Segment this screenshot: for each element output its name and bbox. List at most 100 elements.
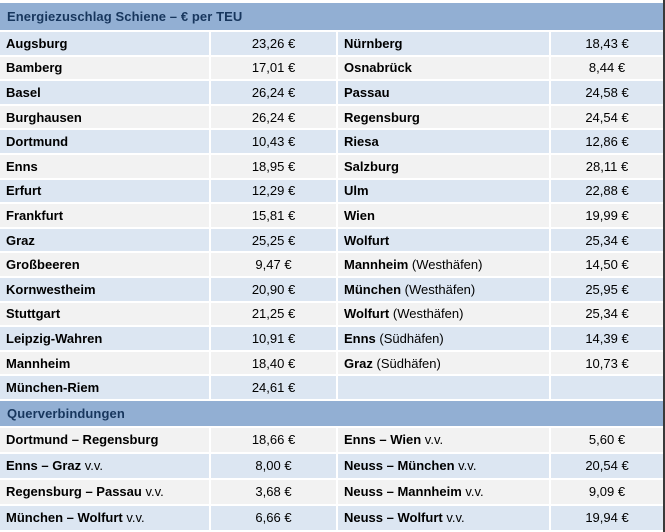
price-value: 25,95 €: [585, 281, 629, 297]
table-row: München-Riem 24,61 €: [0, 376, 663, 399]
price-cell-right: 24,54 €: [551, 105, 663, 129]
station-name: Dortmund: [6, 134, 69, 150]
station-name: Großbeeren: [6, 257, 80, 273]
station-cell-right: Passau: [338, 81, 549, 104]
station-cell-left: Großbeeren: [0, 253, 209, 276]
station-cell-right: Salzburg: [338, 154, 549, 178]
station-cell-right: Ulm: [338, 179, 549, 203]
price-cell-left: 17,01 €: [211, 56, 336, 80]
station-cell-right: Wien: [338, 204, 549, 227]
price-value: 8,00 €: [255, 458, 292, 474]
table-row: Großbeeren 9,47 € Mannheim (Westhäfen) 1…: [0, 253, 663, 276]
station-cell-left: Leipzig-Wahren: [0, 327, 209, 350]
price-cell-left: 3,68 €: [211, 479, 336, 504]
price-value: 15,81 €: [251, 207, 296, 223]
price-value: 21,25 €: [251, 306, 296, 322]
price-cell-right: 14,39 €: [551, 327, 663, 350]
station-price-rows: Augsburg 23,26 € Nürnberg 18,43 € Bamber…: [0, 32, 663, 399]
table-row: Dortmund 10,43 € Riesa 12,86 €: [0, 130, 663, 153]
station-cell-left: Frankfurt: [0, 204, 209, 227]
price-value: 14,39 €: [585, 330, 629, 346]
station-name: Augsburg: [6, 35, 68, 51]
station-name: Enns – Wien: [344, 432, 422, 448]
price-cell-right: 8,44 €: [551, 56, 663, 80]
price-value: 23,26 €: [251, 35, 296, 51]
price-value: 20,54 €: [585, 458, 629, 474]
price-cell-right: 28,11 €: [551, 154, 663, 178]
station-cell-right: Mannheim (Westhäfen): [338, 253, 549, 276]
station-cell-left: Mannheim: [0, 351, 209, 375]
price-cell-right: 14,50 €: [551, 253, 663, 276]
station-name-suffix: v.v.: [454, 458, 477, 474]
price-cell-right: 18,43 €: [551, 32, 663, 55]
price-cell-right: 25,95 €: [551, 277, 663, 301]
table-row: Leipzig-Wahren 10,91 € Enns (Südhäfen) 1…: [0, 327, 663, 350]
price-value: 26,24 €: [251, 84, 296, 100]
table-row: Erfurt 12,29 € Ulm 22,88 €: [0, 179, 663, 203]
station-name: Burghausen: [6, 109, 82, 125]
station-name: Graz: [6, 232, 35, 248]
station-cell-left: Bamberg: [0, 56, 209, 80]
station-name-suffix: v.v.: [421, 432, 444, 448]
station-cell-right: Neuss – Wolfurt v.v.: [338, 505, 549, 530]
price-value: 25,34 €: [585, 306, 629, 322]
price-value: 19,99 €: [585, 207, 629, 223]
price-value: 24,61 €: [251, 380, 296, 396]
station-name: Enns – Graz: [6, 458, 82, 474]
station-cell-right: Wolfurt (Westhäfen): [338, 302, 549, 326]
station-cell-right: Enns – Wien v.v.: [338, 427, 549, 452]
price-cell-left: 10,43 €: [211, 130, 336, 153]
price-value: 12,86 €: [585, 134, 629, 150]
station-name: Stuttgart: [6, 306, 61, 322]
station-cell-left: Kornwestheim: [0, 277, 209, 301]
price-cell-left: 25,25 €: [211, 228, 336, 252]
price-cell-right: 24,58 €: [551, 81, 663, 104]
station-name-suffix: v.v.: [442, 510, 465, 526]
station-cell-right: Riesa: [338, 130, 549, 153]
price-value: 18,95 €: [251, 158, 296, 174]
table-row: München – Wolfurt v.v. 6,66 € Neuss – Wo…: [0, 505, 663, 530]
price-cell-left: 8,00 €: [211, 453, 336, 478]
price-cell-right: 10,73 €: [551, 351, 663, 375]
price-value: 25,25 €: [251, 232, 296, 248]
station-name-suffix: v.v.: [141, 484, 164, 500]
station-cell-left: Stuttgart: [0, 302, 209, 326]
station-cell-left: Augsburg: [0, 32, 209, 55]
station-name-suffix: (Südhäfen): [372, 355, 441, 371]
station-name: Nürnberg: [344, 35, 403, 51]
station-name: Basel: [6, 84, 41, 100]
station-name: München-Riem: [6, 380, 100, 396]
price-cell-right: 9,09 €: [551, 479, 663, 504]
price-cell-right: 19,99 €: [551, 204, 663, 227]
price-value: 10,73 €: [585, 355, 629, 371]
station-name: Riesa: [344, 134, 379, 150]
station-cell-right: Wolfurt: [338, 228, 549, 252]
price-cell-left: 26,24 €: [211, 81, 336, 104]
price-value: 10,43 €: [251, 134, 296, 150]
station-cell-left: Dortmund: [0, 130, 209, 153]
price-value: 6,66 €: [255, 510, 292, 526]
station-name-suffix: v.v.: [461, 484, 484, 500]
price-cell-left: 24,61 €: [211, 376, 336, 399]
price-cell-left: 6,66 €: [211, 505, 336, 530]
station-name: München: [344, 281, 402, 297]
station-name: Frankfurt: [6, 207, 64, 223]
price-value: 12,29 €: [251, 183, 296, 199]
price-cell-right: 25,34 €: [551, 228, 663, 252]
table-title: Energiezuschlag Schiene – € per TEU: [0, 3, 663, 30]
station-name: Ulm: [344, 183, 369, 199]
price-cell-right: [551, 376, 663, 399]
station-cell-left: Basel: [0, 81, 209, 104]
station-cell-left: Erfurt: [0, 179, 209, 203]
station-cell-right: [338, 376, 549, 399]
station-name-suffix: (Westhäfen): [389, 306, 464, 322]
station-name: Passau: [344, 84, 390, 100]
station-name: Neuss – Mannheim: [344, 484, 462, 500]
station-cell-left: München-Riem: [0, 376, 209, 399]
price-value: 20,90 €: [251, 281, 296, 297]
station-cell-right: Osnabrück: [338, 56, 549, 80]
price-value: 9,47 €: [255, 257, 292, 273]
price-value: 8,44 €: [588, 60, 626, 76]
price-value: 22,88 €: [585, 183, 629, 199]
price-value: 24,54 €: [585, 109, 629, 125]
